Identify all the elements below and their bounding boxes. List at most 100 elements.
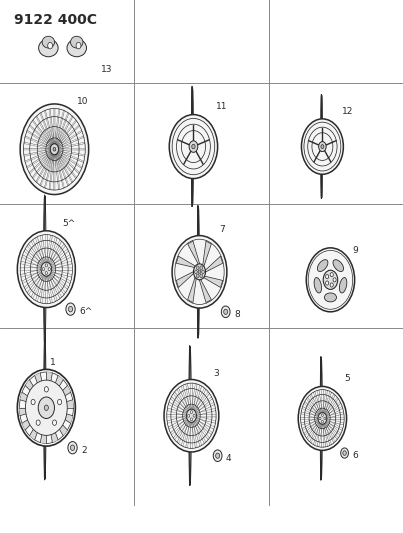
Text: 3: 3 (214, 369, 219, 377)
Circle shape (333, 278, 336, 282)
Polygon shape (188, 241, 200, 265)
Ellipse shape (339, 278, 347, 293)
Circle shape (17, 369, 75, 446)
Ellipse shape (42, 36, 54, 48)
Polygon shape (176, 271, 195, 287)
Ellipse shape (321, 95, 322, 198)
Circle shape (172, 236, 227, 308)
Circle shape (20, 104, 89, 195)
Text: 2: 2 (81, 446, 87, 455)
Text: 13: 13 (101, 65, 112, 74)
Circle shape (326, 274, 329, 279)
Text: 5: 5 (345, 374, 350, 383)
Polygon shape (35, 373, 42, 383)
Circle shape (38, 397, 54, 418)
Ellipse shape (76, 43, 81, 49)
Text: 11: 11 (216, 102, 227, 111)
Circle shape (343, 451, 346, 455)
Circle shape (41, 262, 52, 276)
Circle shape (323, 270, 338, 289)
Polygon shape (40, 435, 46, 443)
Circle shape (202, 270, 204, 273)
Circle shape (71, 445, 75, 450)
Ellipse shape (314, 278, 322, 293)
Polygon shape (63, 385, 71, 396)
Circle shape (330, 283, 333, 287)
Circle shape (42, 268, 45, 271)
Text: 5^: 5^ (62, 220, 76, 228)
Circle shape (341, 448, 349, 458)
Polygon shape (65, 414, 73, 423)
Circle shape (319, 417, 321, 419)
Polygon shape (176, 256, 196, 268)
Circle shape (200, 274, 203, 278)
Text: 10: 10 (77, 97, 88, 106)
Circle shape (48, 268, 50, 271)
Circle shape (200, 266, 203, 270)
Circle shape (53, 148, 56, 151)
Polygon shape (203, 276, 223, 287)
Circle shape (45, 264, 48, 267)
Circle shape (25, 380, 67, 435)
Circle shape (36, 420, 40, 425)
Circle shape (216, 453, 220, 458)
Circle shape (69, 306, 73, 312)
Ellipse shape (39, 39, 58, 57)
Circle shape (44, 405, 48, 410)
Circle shape (68, 441, 77, 454)
Polygon shape (29, 430, 37, 440)
Circle shape (17, 231, 75, 308)
Text: 4: 4 (226, 454, 232, 463)
Polygon shape (204, 256, 223, 272)
Circle shape (190, 410, 193, 414)
Polygon shape (22, 419, 30, 430)
Circle shape (196, 266, 199, 270)
Ellipse shape (198, 207, 199, 337)
Ellipse shape (71, 36, 83, 48)
Polygon shape (59, 425, 67, 435)
Circle shape (66, 303, 75, 316)
Text: 6: 6 (353, 451, 358, 460)
Polygon shape (20, 392, 27, 401)
Circle shape (322, 414, 323, 416)
Ellipse shape (192, 87, 193, 206)
Circle shape (196, 274, 199, 278)
Circle shape (319, 142, 326, 151)
Ellipse shape (333, 260, 343, 271)
Polygon shape (19, 408, 26, 416)
Ellipse shape (44, 196, 46, 342)
Text: 7: 7 (220, 225, 225, 233)
Circle shape (193, 264, 206, 280)
Circle shape (195, 270, 197, 273)
Text: 9: 9 (353, 246, 358, 255)
Polygon shape (67, 400, 73, 408)
Circle shape (192, 144, 195, 149)
Circle shape (169, 115, 218, 179)
Circle shape (298, 386, 347, 450)
Circle shape (58, 399, 62, 405)
Ellipse shape (67, 39, 87, 57)
Circle shape (31, 399, 35, 405)
Circle shape (198, 270, 201, 273)
Circle shape (213, 450, 222, 462)
Polygon shape (203, 241, 211, 268)
Ellipse shape (48, 43, 52, 49)
Polygon shape (25, 380, 33, 391)
Polygon shape (51, 433, 58, 442)
Circle shape (187, 414, 190, 417)
Ellipse shape (318, 260, 328, 271)
Circle shape (44, 386, 48, 392)
Circle shape (321, 144, 324, 149)
Polygon shape (46, 372, 52, 381)
Text: 6^: 6^ (79, 308, 92, 316)
Circle shape (324, 417, 326, 419)
Ellipse shape (190, 347, 191, 484)
Circle shape (330, 272, 333, 277)
Circle shape (318, 413, 327, 424)
Circle shape (322, 421, 323, 423)
Circle shape (45, 271, 48, 274)
Text: 9122 400C: 9122 400C (14, 13, 97, 27)
Circle shape (190, 418, 193, 421)
Circle shape (52, 420, 56, 425)
Circle shape (50, 144, 58, 155)
